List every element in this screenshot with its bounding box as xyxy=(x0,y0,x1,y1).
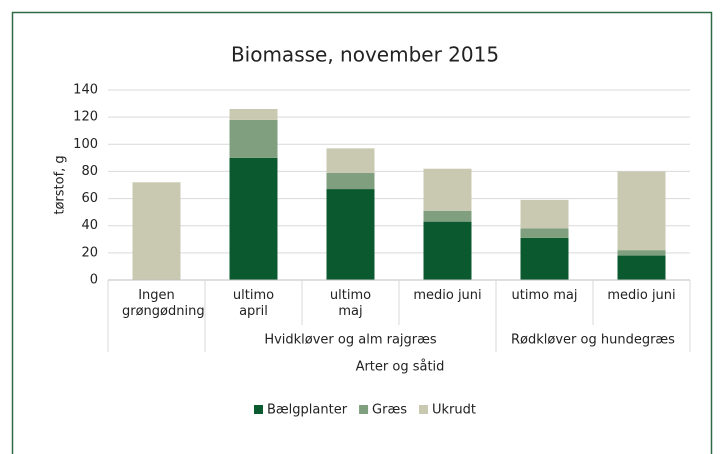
x-axis-title: Arter og såtid xyxy=(356,360,445,375)
bar-segment xyxy=(423,210,472,222)
y-tick-label: 100 xyxy=(73,137,98,152)
x-tick-label-box: ultimo april xyxy=(232,288,275,319)
bar-segment xyxy=(326,148,375,173)
legend-label: Bælgplanter xyxy=(267,403,348,418)
bar-segment xyxy=(617,171,666,251)
bar-segment xyxy=(423,168,472,211)
x-tick-label: medio juni xyxy=(607,288,676,303)
x-tick-label-box: medio juni xyxy=(413,288,482,303)
bar-segment xyxy=(229,119,278,158)
group-label: Rødkløver og hundegræs xyxy=(511,333,675,348)
x-tick-label-box: Ingen grøngødning xyxy=(122,288,205,319)
bar-segment xyxy=(229,157,278,280)
bar-segment xyxy=(520,237,569,280)
group-label: Hvidkløver og alm rajgræs xyxy=(264,333,437,348)
x-tick-label-box: medio juni xyxy=(607,288,676,303)
bar-segment xyxy=(520,199,569,229)
y-tick-label: 80 xyxy=(81,164,98,179)
y-tick-label: 0 xyxy=(90,273,98,288)
y-tick-label: 120 xyxy=(73,110,98,125)
y-tick-label: 140 xyxy=(73,83,98,98)
bar-segment xyxy=(132,182,181,280)
bar-segment xyxy=(617,255,666,280)
y-tick-label: 40 xyxy=(81,218,98,233)
x-tick-label: ultimo april xyxy=(232,288,275,319)
x-tick-label-box: utimo maj xyxy=(511,288,578,303)
legend-swatch xyxy=(359,405,369,414)
x-tick-label: Ingen grøngødning xyxy=(122,288,205,319)
bar-segment xyxy=(520,228,569,238)
x-tick-label-box: ultimo maj xyxy=(329,288,372,319)
legend-label: Ukrudt xyxy=(432,403,476,418)
bar-segment xyxy=(229,109,278,120)
y-tick-label: 60 xyxy=(81,191,98,206)
x-tick-label: utimo maj xyxy=(511,288,578,303)
x-tick-label: ultimo maj xyxy=(329,288,372,319)
legend-label: Græs xyxy=(372,403,407,418)
bar-segment xyxy=(326,189,375,280)
bar-segment xyxy=(423,221,472,280)
y-tick-label: 20 xyxy=(81,245,98,260)
y-axis-title: tørstof, g xyxy=(53,155,68,214)
legend-swatch xyxy=(253,405,263,414)
bar-segment xyxy=(617,250,666,256)
chart-title: Biomasse, november 2015 xyxy=(231,43,499,67)
bar-segment xyxy=(326,172,375,190)
x-tick-label: medio juni xyxy=(413,288,482,303)
legend-swatch xyxy=(419,405,429,414)
